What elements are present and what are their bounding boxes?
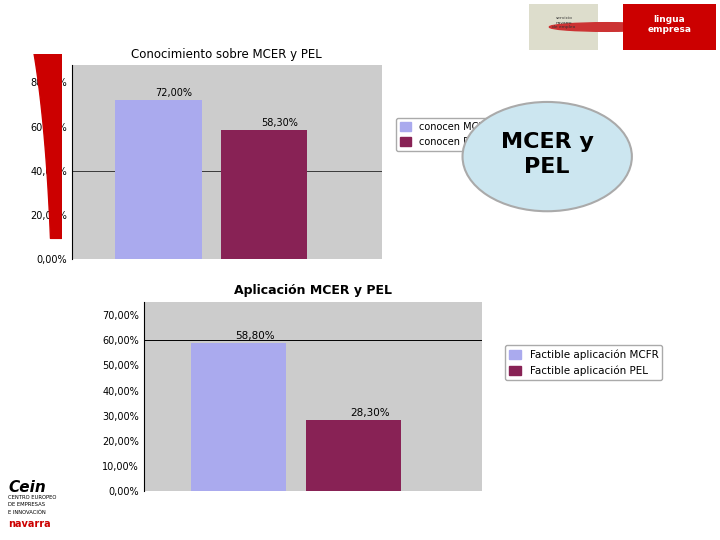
Bar: [192, 343, 286, 491]
Title: Aplicación MCER y PEL: Aplicación MCER y PEL: [234, 284, 392, 297]
Bar: [115, 100, 202, 259]
Bar: [307, 420, 401, 491]
Text: Academias: Academias: [258, 17, 377, 37]
Circle shape: [549, 23, 665, 31]
Text: servicio
navarro
de empleo: servicio navarro de empleo: [552, 16, 575, 29]
Text: E INNOVACIÓN: E INNOVACIÓN: [8, 510, 46, 515]
Text: 58,30%: 58,30%: [261, 118, 298, 128]
FancyBboxPatch shape: [529, 4, 598, 50]
Text: 72,00%: 72,00%: [156, 88, 192, 98]
Text: CENTRO EUROPEO: CENTRO EUROPEO: [8, 495, 56, 500]
Text: DE EMPRESAS: DE EMPRESAS: [8, 502, 45, 507]
Text: lingua
empresa: lingua empresa: [647, 15, 692, 34]
Text: navarra: navarra: [8, 519, 50, 529]
Legend: conocen MCER, conocen PEL: conocen MCER, conocen PEL: [396, 118, 495, 151]
Text: 28,30%: 28,30%: [351, 408, 390, 417]
Text: 58,80%: 58,80%: [235, 330, 275, 341]
Text: Caracterización del sector:: Caracterización del sector:: [9, 17, 277, 37]
Bar: [220, 130, 307, 259]
Text: MCER y
PEL: MCER y PEL: [501, 132, 593, 177]
Title: Conocimiento sobre MCER y PEL: Conocimiento sobre MCER y PEL: [132, 48, 322, 61]
Text: Cein: Cein: [8, 480, 46, 495]
Legend: Factible aplicación MCFR, Factible aplicación PEL: Factible aplicación MCFR, Factible aplic…: [505, 346, 662, 380]
FancyBboxPatch shape: [623, 4, 716, 50]
Ellipse shape: [462, 102, 632, 211]
